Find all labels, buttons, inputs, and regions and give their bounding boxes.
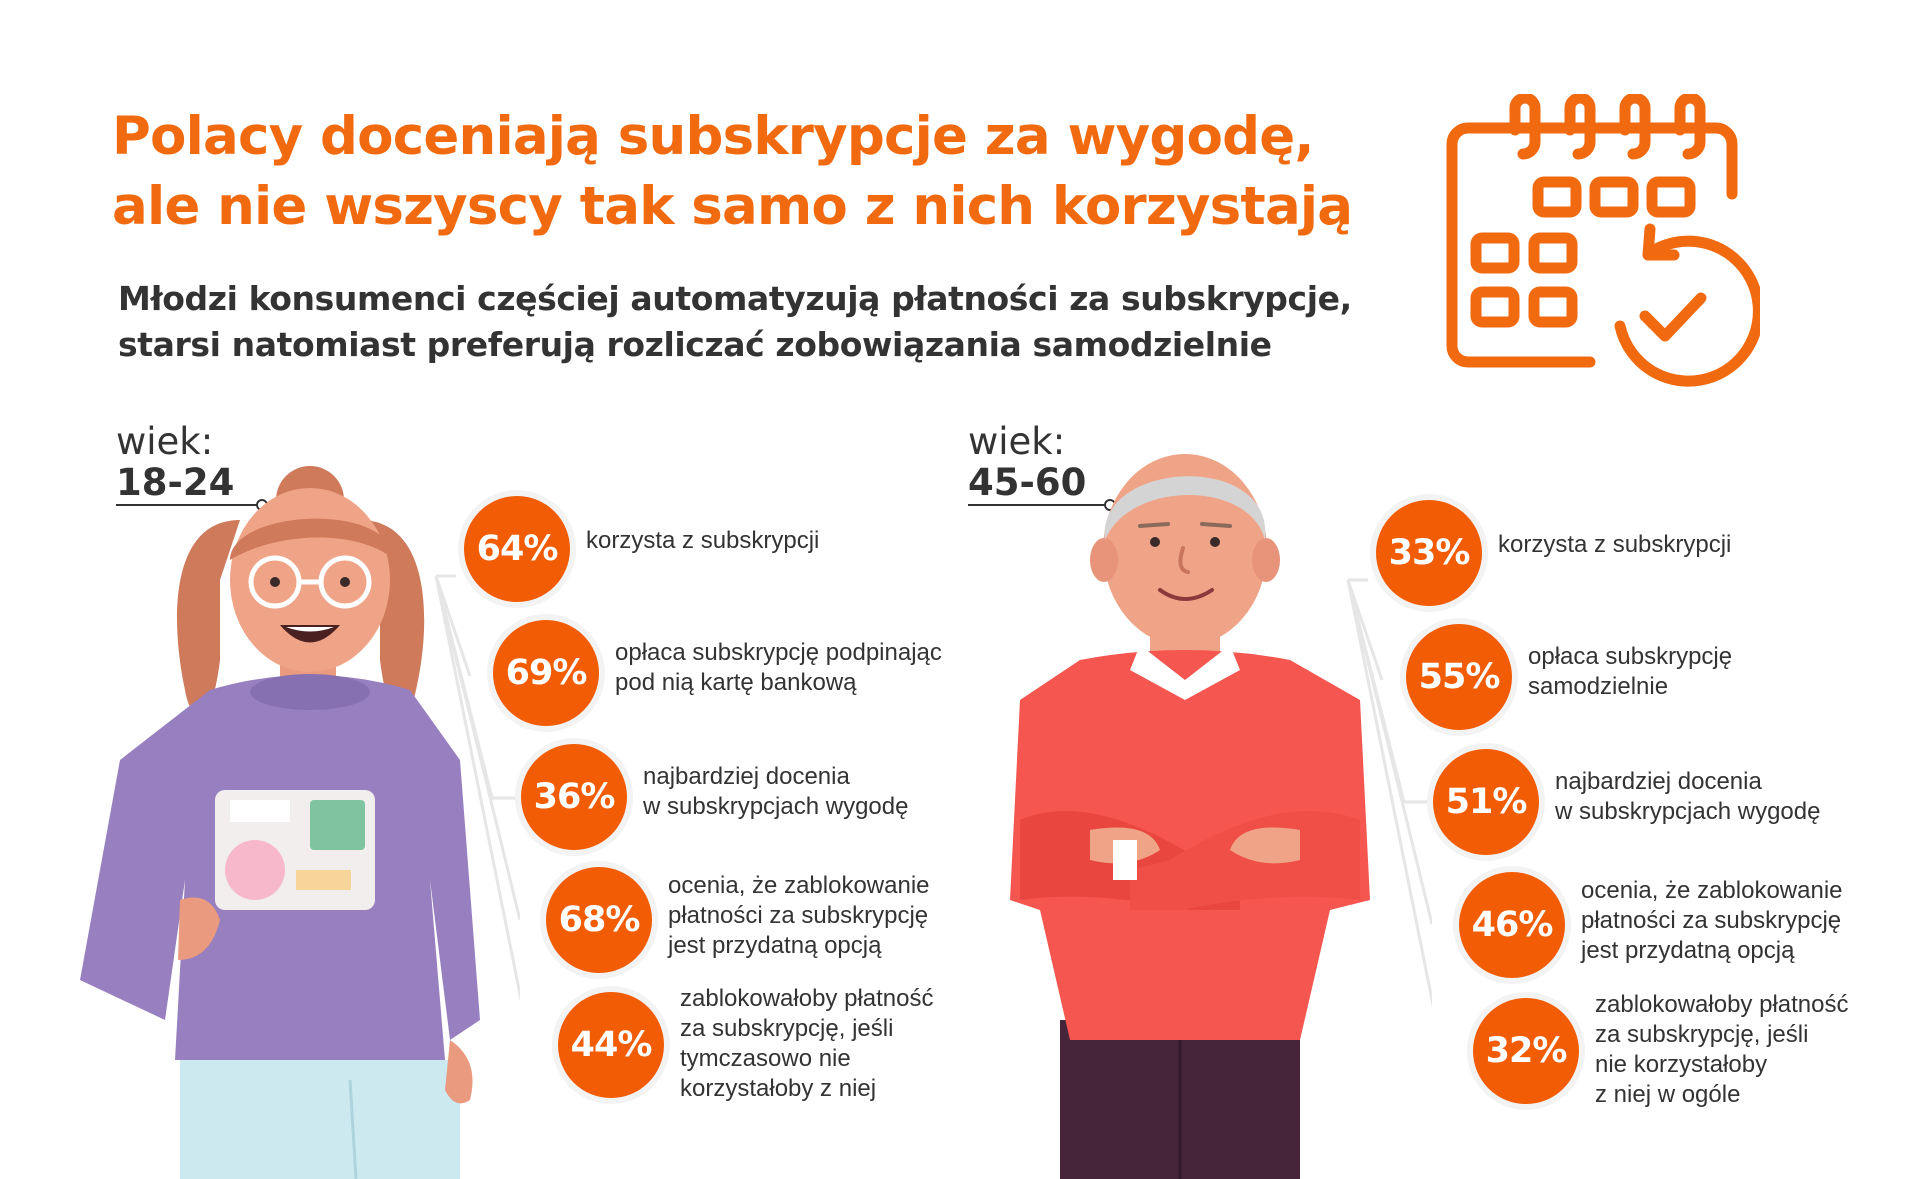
stat-value-circle: 32% bbox=[1473, 998, 1579, 1104]
subtitle-line: Młodzi konsumenci częściej automatyzują … bbox=[118, 279, 1352, 318]
age-label: wiek: bbox=[116, 420, 214, 463]
stat-description: korzysta z subskrypcji bbox=[586, 526, 819, 556]
stat-line: najbardziej docenia bbox=[643, 763, 850, 790]
page-subtitle: Młodzi konsumenci częściej automatyzują … bbox=[118, 276, 1352, 368]
title-line: ale nie wszyscy tak samo z nich korzysta… bbox=[112, 176, 1353, 237]
stat-description: opłaca subskrypcję podpinając pod nią ka… bbox=[615, 638, 942, 698]
stat-line: pod nią kartę bankową bbox=[615, 669, 857, 696]
stat-line: jest przydatną opcją bbox=[668, 932, 882, 959]
title-line: Polacy doceniają subskrypcje za wygodę, bbox=[112, 106, 1315, 167]
stat-line: z niej w ogóle bbox=[1595, 1081, 1741, 1108]
stat-value-circle: 64% bbox=[464, 496, 570, 602]
stat-description: najbardziej docenia w subskrypcjach wygo… bbox=[1555, 767, 1820, 827]
stat-description: najbardziej docenia w subskrypcjach wygo… bbox=[643, 762, 908, 822]
stat-value-circle: 46% bbox=[1459, 872, 1565, 978]
stat-line: jest przydatną opcją bbox=[1581, 937, 1795, 964]
stat-line: korzysta z subskrypcji bbox=[586, 527, 820, 554]
stat-line: za subskrypcję, jeśli bbox=[680, 1015, 894, 1042]
stat-value-circle: 36% bbox=[521, 744, 627, 850]
age-value: 18-24 bbox=[116, 461, 235, 504]
age-group-older: wiek: 45-60 bbox=[968, 422, 1086, 504]
stat-line: za subskrypcję, jeśli bbox=[1595, 1021, 1809, 1048]
stat-line: w subskrypcjach wygodę bbox=[643, 793, 909, 820]
age-underline bbox=[116, 504, 260, 506]
stat-line: tymczasowo nie bbox=[680, 1045, 851, 1072]
stat-line: najbardziej docenia bbox=[1555, 768, 1762, 795]
stat-description: ocenia, że zablokowanie płatności za sub… bbox=[1581, 876, 1843, 966]
stat-value-circle: 68% bbox=[546, 867, 652, 973]
stat-value-circle: 69% bbox=[493, 620, 599, 726]
stat-line: zablokowałoby płatność bbox=[1595, 991, 1849, 1018]
stat-line: płatności za subskrypcję bbox=[668, 902, 929, 929]
stat-line: korzysta z subskrypcji bbox=[1498, 531, 1732, 558]
age-underline bbox=[968, 504, 1108, 506]
stat-description: zablokowałoby płatność za subskrypcję, j… bbox=[1595, 990, 1849, 1110]
stats-connector-right bbox=[1346, 578, 1432, 1008]
stat-line: korzystałoby z niej bbox=[680, 1075, 877, 1102]
stat-description: opłaca subskrypcję samodzielnie bbox=[1528, 642, 1732, 702]
young-woman-illustration bbox=[80, 466, 480, 1179]
stat-description: ocenia, że zablokowanie płatności za sub… bbox=[668, 871, 930, 961]
stat-description: korzysta z subskrypcji bbox=[1498, 530, 1731, 560]
stat-line: zablokowałoby płatność bbox=[680, 985, 934, 1012]
stat-value-circle: 44% bbox=[558, 992, 664, 1098]
stat-line: nie korzystałoby bbox=[1595, 1051, 1768, 1078]
calendar-check-icon bbox=[1446, 94, 1760, 387]
stat-line: ocenia, że zablokowanie bbox=[668, 872, 930, 899]
stat-line: samodzielnie bbox=[1528, 673, 1669, 700]
stat-line: opłaca subskrypcję bbox=[1528, 643, 1733, 670]
stat-value-circle: 55% bbox=[1406, 624, 1512, 730]
stat-value-circle: 33% bbox=[1376, 500, 1482, 606]
stat-line: ocenia, że zablokowanie bbox=[1581, 877, 1843, 904]
stat-line: płatności za subskrypcję bbox=[1581, 907, 1842, 934]
stat-line: w subskrypcjach wygodę bbox=[1555, 798, 1821, 825]
subtitle-line: starsi natomiast preferują rozliczać zob… bbox=[118, 325, 1272, 364]
age-label: wiek: bbox=[968, 420, 1066, 463]
page-title: Polacy doceniają subskrypcje za wygodę, … bbox=[112, 102, 1353, 242]
age-group-young: wiek: 18-24 bbox=[116, 422, 234, 504]
older-man-illustration bbox=[1010, 454, 1370, 1179]
stat-description: zablokowałoby płatność za subskrypcję, j… bbox=[680, 984, 934, 1104]
stat-value-circle: 51% bbox=[1433, 749, 1539, 855]
stats-connector-left bbox=[434, 574, 520, 1002]
age-value: 45-60 bbox=[968, 461, 1087, 504]
stat-line: opłaca subskrypcję podpinając bbox=[615, 639, 942, 666]
